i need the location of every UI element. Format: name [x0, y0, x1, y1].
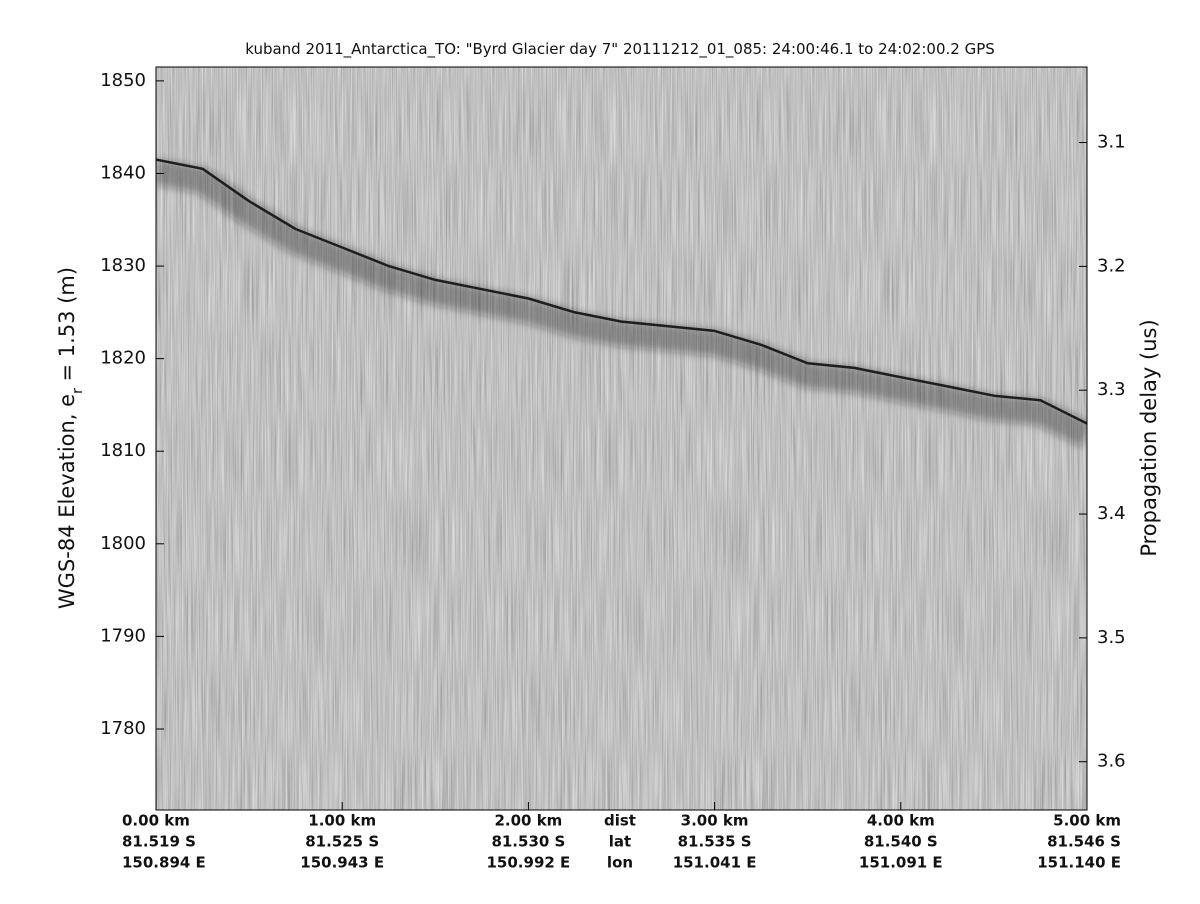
surface-line: [156, 158, 1087, 425]
x-tick-lon: 150.894 E: [122, 854, 206, 872]
y2-axis-label: Propagation delay (us): [1137, 319, 1161, 556]
x-tick-lon: 151.140 E: [1037, 854, 1121, 872]
surface-shadow: [156, 158, 1087, 448]
x-tick-lat: 81.535 S: [678, 833, 752, 851]
y2-tick-label: 3.1: [1097, 132, 1126, 153]
x-tick-label: 3.00 km: [681, 812, 749, 830]
x-tick-lon: 150.943 E: [300, 854, 384, 872]
y-axis-label: WGS-84 Elevation, er = 1.53 (m): [55, 267, 86, 609]
x-tick-lat: 81.530 S: [491, 833, 565, 851]
x-row-label: dist: [604, 812, 636, 830]
y-tick-label: 1830: [100, 255, 146, 276]
y2-tick-label: 3.2: [1097, 255, 1126, 276]
y-tick-label: 1840: [100, 162, 146, 183]
y2-tick-label: 3.4: [1097, 503, 1126, 524]
y2-tick-label: 3.5: [1097, 627, 1126, 648]
x-tick-lon: 151.091 E: [859, 854, 943, 872]
echogram-background: [156, 67, 1087, 810]
y-tick-label: 1810: [100, 440, 146, 461]
y-tick-label: 1800: [100, 533, 146, 554]
y2-tick-label: 3.3: [1097, 379, 1126, 400]
y-tick-label: 1780: [100, 718, 146, 739]
x-tick-lon: 151.041 E: [673, 854, 757, 872]
x-tick-lat: 81.546 S: [1047, 833, 1121, 851]
x-tick-lat: 81.540 S: [864, 833, 938, 851]
y2-tick-label: 3.6: [1097, 751, 1126, 772]
x-tick-label: 5.00 km: [1053, 812, 1121, 830]
y-label-subscript: r: [70, 388, 86, 394]
x-tick-label: 4.00 km: [867, 812, 935, 830]
x-row-label: lat: [609, 833, 631, 851]
x-row-label: lon: [607, 854, 633, 872]
x-tick-label: 0.00 km: [122, 812, 190, 830]
y-tick-label: 1850: [100, 70, 146, 91]
chart-title: kuband 2011_Antarctica_TO: "Byrd Glacier…: [245, 40, 995, 59]
y-label-part: WGS-84 Elevation, e: [55, 394, 79, 609]
axes-frame: [155, 66, 1088, 811]
plot-area: [156, 158, 1087, 448]
x-tick-label: 1.00 km: [308, 812, 376, 830]
y-tick-label: 1790: [100, 625, 146, 646]
x-tick-lon: 150.992 E: [487, 854, 571, 872]
x-tick-lat: 81.525 S: [305, 833, 379, 851]
y-label-part: = 1.53 (m): [55, 267, 79, 388]
x-tick-lat: 81.519 S: [122, 833, 196, 851]
y-tick-label: 1820: [100, 348, 146, 369]
x-tick-label: 2.00 km: [494, 812, 562, 830]
